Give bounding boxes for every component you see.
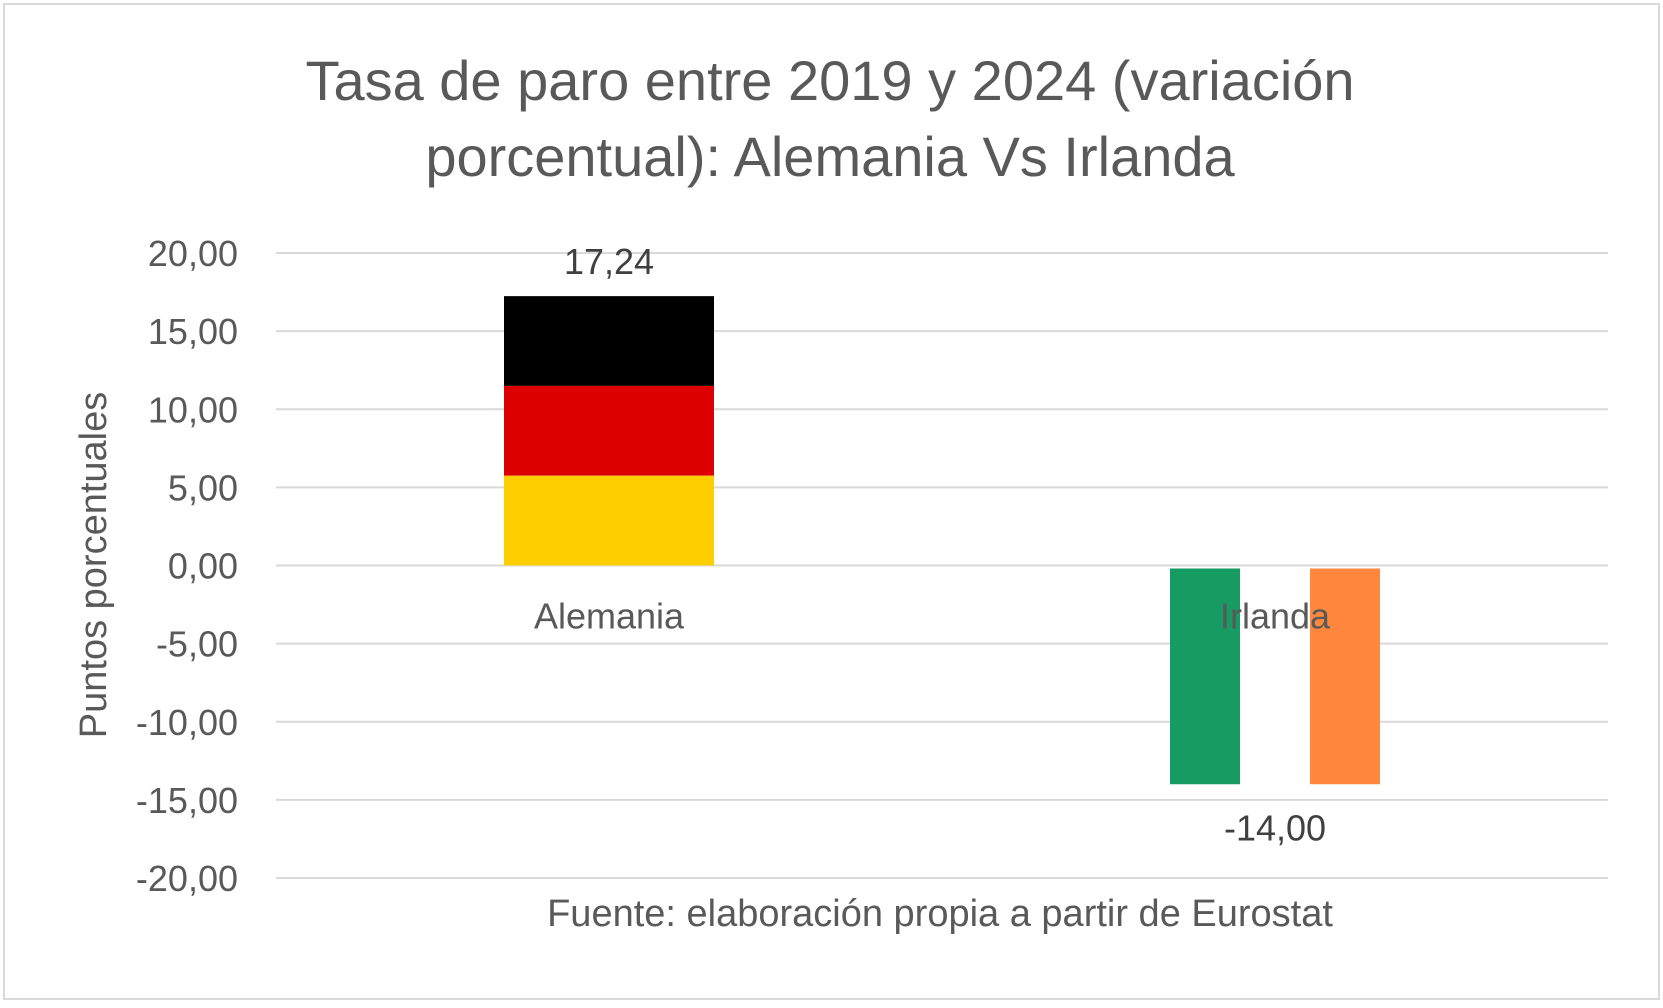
bar-stripe	[504, 296, 714, 386]
bar-irlanda	[1170, 568, 1380, 785]
bars	[504, 296, 1380, 785]
y-tick-label: -5,00	[156, 624, 238, 665]
bar-stripe	[504, 475, 714, 566]
data-label-alemania: 17,24	[564, 241, 654, 282]
bar-alemania	[504, 296, 714, 566]
category-label-alemania: Alemania	[534, 596, 685, 637]
bar-stripe	[1310, 568, 1380, 785]
y-tick-label: -20,00	[136, 858, 238, 899]
gridlines	[276, 252, 1608, 879]
y-tick-label: 0,00	[168, 546, 238, 587]
category-label-irlanda: Irlanda	[1220, 596, 1331, 637]
bar-stripe	[1170, 568, 1240, 785]
data-label-irlanda: -14,00	[1224, 807, 1326, 848]
y-axis-ticks: 20,00 15,00 10,00 5,00 0,00 -5,00 -10,00 -15,00…	[136, 233, 238, 899]
y-axis-title: Puntos porcentuales	[73, 392, 115, 738]
y-tick-label: 10,00	[148, 389, 238, 430]
bar-stripe	[504, 385, 714, 476]
y-tick-label: -15,00	[136, 780, 238, 821]
bar-stripe	[1240, 568, 1310, 785]
y-tick-label: 15,00	[148, 311, 238, 352]
y-tick-label: 20,00	[148, 233, 238, 274]
data-labels: 17,24 Alemania -14,00 Irlanda	[534, 241, 1331, 848]
chart-title-line-1: Tasa de paro entre 2019 y 2024 (variació…	[305, 49, 1354, 112]
y-tick-label: -10,00	[136, 702, 238, 743]
chart-title-line-2: porcentual): Alemania Vs Irlanda	[425, 125, 1235, 188]
source-note: Fuente: elaboración propia a partir de E…	[547, 893, 1333, 935]
chart-border	[3, 3, 1660, 1000]
y-tick-label: 5,00	[168, 467, 238, 508]
